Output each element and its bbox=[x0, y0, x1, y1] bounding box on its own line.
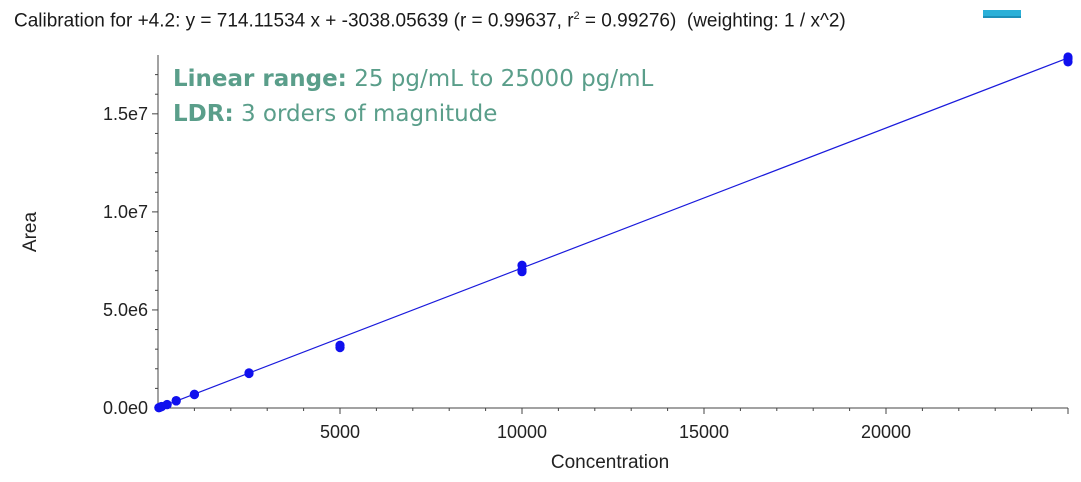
data-points-group bbox=[154, 52, 1073, 413]
x-ticks-group: 5000 10000 15000 20000 bbox=[193, 408, 1069, 442]
y-tick-label: 5.0e6 bbox=[103, 300, 148, 320]
title-r: r = 0.99637 bbox=[459, 10, 557, 32]
x-tick-label: 15000 bbox=[679, 422, 729, 442]
fit-line-group bbox=[158, 57, 1069, 409]
title-r2-label: r bbox=[567, 10, 574, 32]
title-r2-value: = 0.99276 bbox=[579, 10, 670, 32]
y-axis-label: Area bbox=[20, 212, 41, 253]
title-equation: y = 714.11534 x + -3038.05639 bbox=[185, 10, 449, 32]
title-r2-exp: 2 bbox=[573, 10, 580, 22]
x-axis-label: Concentration bbox=[551, 452, 669, 473]
x-tick-label: 20000 bbox=[861, 422, 911, 442]
y-tick-label: 1.5e7 bbox=[103, 104, 148, 124]
title-series-id: +4.2 bbox=[137, 10, 176, 32]
x-tick-label: 5000 bbox=[320, 422, 360, 442]
data-point bbox=[517, 267, 527, 277]
title-weighting: (weighting: 1 / x^2) bbox=[686, 10, 846, 32]
linear-range-label: Linear range: bbox=[173, 66, 347, 92]
linear-range-value: 25 pg/mL to 25000 pg/mL bbox=[346, 66, 654, 92]
chart-title: Calibration for +4.2: y = 714.11534 x + … bbox=[14, 10, 846, 32]
data-point bbox=[171, 396, 181, 406]
data-point bbox=[335, 342, 345, 353]
y-tick-label: 0.0e0 bbox=[103, 398, 148, 418]
title-prefix: Calibration for bbox=[14, 10, 138, 32]
data-point bbox=[244, 368, 254, 379]
data-point bbox=[189, 390, 199, 400]
linear-range-annotation: Linear range: 25 pg/mL to 25000 pg/mL bbox=[173, 66, 653, 92]
ldr-label: LDR: bbox=[173, 101, 234, 127]
x-tick-label: 10000 bbox=[497, 422, 547, 442]
title-expand-button[interactable] bbox=[983, 10, 1021, 18]
ldr-value: 3 orders of magnitude bbox=[233, 101, 498, 127]
regression-fit-line bbox=[158, 57, 1069, 409]
y-tick-label: 1.0e7 bbox=[103, 202, 148, 222]
ldr-annotation: LDR: 3 orders of magnitude bbox=[173, 101, 497, 127]
data-point bbox=[162, 400, 172, 410]
y-ticks-group: 0.0e0 5.0e6 1.0e7 1.5e7 bbox=[103, 74, 158, 418]
data-point bbox=[1063, 57, 1073, 67]
